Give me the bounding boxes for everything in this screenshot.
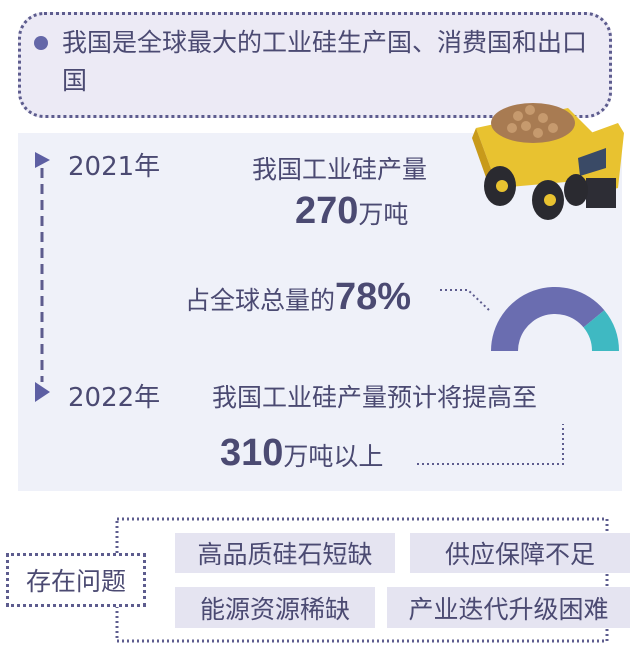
share-semi-donut: [491, 287, 619, 351]
issues-title: 存在问题: [6, 553, 146, 607]
headline-text: 我国是全球最大的工业硅生产国、消费国和出口国: [62, 28, 588, 95]
year-2021: 2021年: [68, 152, 161, 182]
global-share: 占全球总量的78%: [185, 276, 412, 318]
production-2021-label: 我国工业硅产量: [252, 155, 428, 184]
timeline-line: [35, 152, 50, 402]
production-2022-label: 我国工业硅产量预计将提高至: [212, 383, 538, 412]
issue-tag: 产业迭代升级困难: [387, 587, 630, 628]
share-china-arc: [491, 287, 605, 351]
dump-truck-icon: [472, 103, 624, 220]
headline-box: [18, 12, 612, 118]
share-rest-arc: [583, 310, 619, 351]
year-2022: 2022年: [68, 383, 161, 413]
issue-tag: 高品质硅石短缺: [175, 533, 395, 573]
timeline-arrow-icon: [35, 382, 50, 402]
production-2022-value: 310万吨以上: [220, 432, 384, 474]
bullet-icon: [34, 36, 48, 50]
issues-bracket: [115, 517, 609, 643]
timeline-arrow-icon: [35, 152, 50, 168]
issue-tag: 能源资源稀缺: [175, 587, 375, 628]
issue-tag: 供应保障不足: [410, 533, 630, 573]
production-2021-value: 270万吨: [295, 190, 409, 232]
forecast-connector: [417, 424, 564, 465]
